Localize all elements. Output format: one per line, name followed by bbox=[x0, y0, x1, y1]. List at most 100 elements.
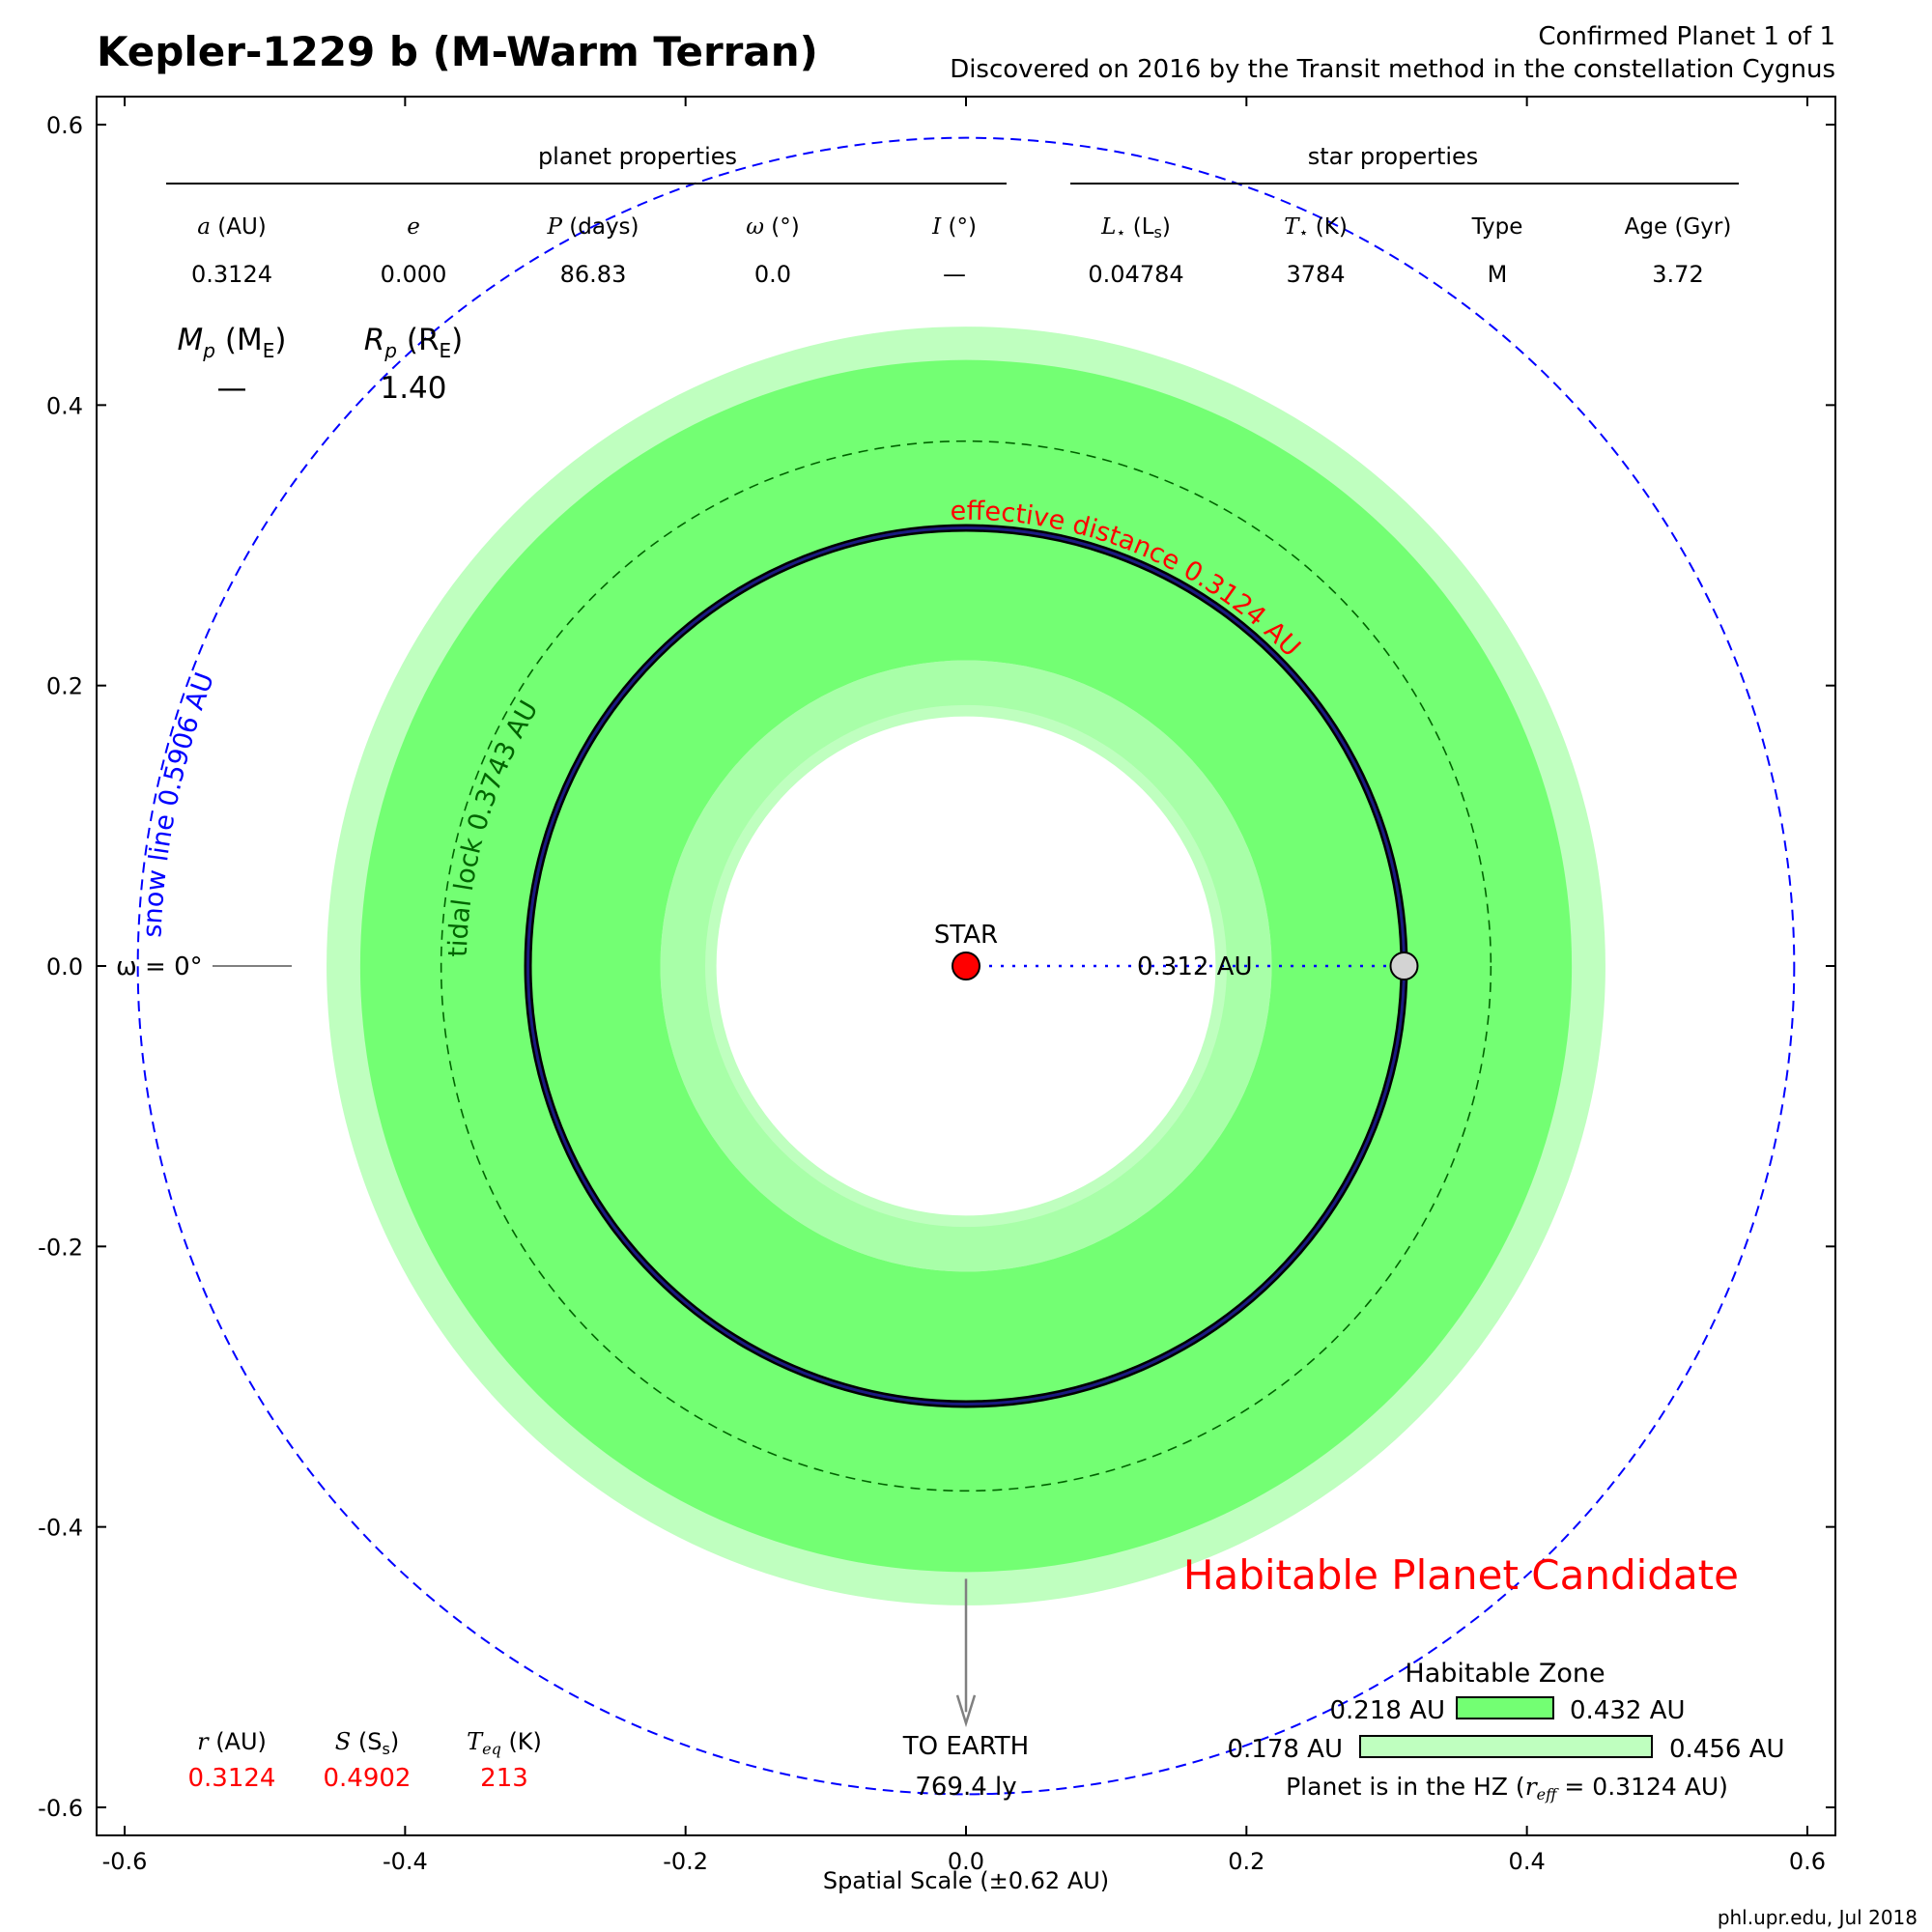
star-col-value: 3.72 bbox=[1652, 261, 1703, 288]
snow-line-label-path: snow line 0.5906 AU bbox=[137, 668, 220, 938]
star-col-subscript: ⋆ bbox=[1298, 223, 1308, 242]
mass-unit-sub: E bbox=[263, 339, 275, 362]
stat-symbol: T bbox=[467, 1728, 484, 1755]
star-col-subscript: ⋆ bbox=[1116, 223, 1125, 242]
hz-optimistic-bar bbox=[1359, 1735, 1653, 1758]
earth-arrow-head bbox=[955, 1694, 977, 1728]
planet-col-symbol: ω bbox=[746, 214, 764, 240]
radius-unit-end: ) bbox=[451, 323, 463, 357]
star-properties-header: star properties bbox=[1308, 143, 1479, 170]
hz-optimistic-inner-label: 0.178 AU bbox=[1227, 1735, 1343, 1764]
distance-label: 0.312 AU bbox=[1137, 952, 1253, 981]
planet-col-value: 0.3124 bbox=[191, 261, 272, 288]
radius-subscript: p bbox=[384, 339, 397, 362]
axis-ticks: -0.6 -0.4 -0.2 0.0 0.2 0.4 0.6 0.6 0.4 0.2 0.0 -0.2… bbox=[38, 97, 1835, 1875]
x-tick-label: -0.6 bbox=[102, 1848, 148, 1875]
hz-conservative-inner-label: 0.218 AU bbox=[1329, 1696, 1445, 1725]
radius-unit-sub: E bbox=[440, 339, 452, 362]
stat-value: 0.3124 bbox=[188, 1764, 276, 1793]
radius-header: Rp (RE) bbox=[364, 323, 464, 362]
planet-col-value: 86.83 bbox=[560, 261, 627, 288]
hz-legend-title: Habitable Zone bbox=[1405, 1659, 1605, 1689]
planet-properties-header: planet properties bbox=[538, 143, 737, 170]
stat-symbol: S bbox=[335, 1728, 351, 1755]
planet-col-unit: (days) bbox=[562, 214, 639, 240]
star-col-unit-end: ) bbox=[1162, 214, 1171, 240]
y-tick-label: 0.2 bbox=[46, 673, 83, 700]
y-tick-label: -0.2 bbox=[38, 1234, 83, 1261]
hz-optimistic-outer-label: 0.456 AU bbox=[1669, 1735, 1785, 1764]
stat-unit-sub: s bbox=[382, 1740, 389, 1758]
planet-col-unit: (°) bbox=[941, 214, 977, 240]
star-col-header: Type bbox=[1471, 214, 1523, 240]
stat-value: 0.4902 bbox=[324, 1764, 412, 1793]
earth-distance-label: 769.4 ly bbox=[915, 1773, 1016, 1802]
star-col-value: M bbox=[1488, 261, 1508, 288]
stat-unit: (S bbox=[351, 1728, 382, 1755]
y-tick-label: 0.6 bbox=[46, 112, 83, 139]
snow-line-circle bbox=[136, 136, 1796, 1796]
y-tick-label: -0.6 bbox=[38, 1795, 83, 1822]
stat-unit: (K) bbox=[501, 1728, 542, 1755]
star-col-symbol: T bbox=[1284, 214, 1300, 240]
to-earth-label: TO EARTH bbox=[902, 1732, 1029, 1761]
star-col-symbol: L bbox=[1100, 214, 1116, 240]
planet-col-unit: (°) bbox=[764, 214, 800, 240]
x-tick-label: 0.6 bbox=[1789, 1848, 1826, 1875]
x-tick-label: -0.2 bbox=[663, 1848, 708, 1875]
planet-col-header: e bbox=[407, 214, 420, 240]
planet-col-header: a (AU) bbox=[197, 214, 267, 240]
hz-status-end: = 0.3124 AU) bbox=[1556, 1773, 1727, 1801]
x-tick-label: 0.2 bbox=[1228, 1848, 1264, 1875]
star-col-unit: Type bbox=[1471, 214, 1523, 240]
mass-unit: (M bbox=[215, 323, 263, 357]
star-col-value: 0.04784 bbox=[1088, 261, 1183, 288]
stat-subscript: eq bbox=[482, 1740, 501, 1758]
planet-col-symbol: e bbox=[407, 214, 420, 240]
mass-unit-end: ) bbox=[274, 323, 286, 357]
stat-header: Teq (K) bbox=[467, 1728, 542, 1758]
y-tick-label: -0.4 bbox=[38, 1515, 83, 1542]
star-label: STAR bbox=[934, 921, 998, 950]
y-tick-label: 0.0 bbox=[46, 953, 83, 980]
y-tick-label: 0.4 bbox=[46, 392, 83, 419]
star-col-value: 3784 bbox=[1286, 261, 1345, 288]
planet-col-value: 0.0 bbox=[754, 261, 791, 288]
star-col-header: Age (Gyr) bbox=[1625, 214, 1732, 240]
stat-unit: (AU) bbox=[209, 1728, 267, 1755]
hz-conservative-bar bbox=[1456, 1696, 1554, 1719]
snow-line-label: snow line 0.5906 AU bbox=[137, 668, 220, 938]
x-tick-label: -0.4 bbox=[383, 1848, 428, 1875]
discovered-text: Discovered on 2016 by the Transit method… bbox=[950, 55, 1835, 84]
star-marker bbox=[952, 952, 980, 980]
property-tables: planet properties star properties a (AU)… bbox=[166, 143, 1785, 1804]
hz-status: Planet is in the HZ (reff = 0.3124 AU) bbox=[1286, 1773, 1728, 1804]
habitable-candidate-label: Habitable Planet Candidate bbox=[1183, 1551, 1739, 1599]
hz-conservative-outer-label: 0.432 AU bbox=[1570, 1696, 1686, 1725]
planet-col-value: 0.000 bbox=[381, 261, 447, 288]
star-col-unit-sub: s bbox=[1154, 223, 1162, 242]
planet-col-header: I (°) bbox=[931, 214, 977, 240]
omega-label: ω = 0° bbox=[116, 952, 203, 981]
mass-value: — bbox=[217, 371, 247, 406]
x-axis-label: Spatial Scale (±0.62 AU) bbox=[823, 1867, 1109, 1894]
star-col-header: T⋆ (K) bbox=[1284, 214, 1348, 242]
planet-col-header: P (days) bbox=[546, 214, 639, 240]
stat-header: r (AU) bbox=[197, 1728, 267, 1755]
star-col-header: L⋆ (Ls) bbox=[1100, 214, 1171, 242]
mass-symbol: M bbox=[178, 323, 204, 357]
star-col-unit: (K) bbox=[1309, 214, 1348, 240]
tidal-lock-circle bbox=[440, 440, 1492, 1492]
radius-symbol: R bbox=[364, 323, 385, 357]
planet-col-value: — bbox=[943, 261, 966, 288]
planet-col-symbol: I bbox=[931, 214, 942, 240]
hz-status-subscript: eff bbox=[1537, 1785, 1559, 1804]
footer-credit: phl.upr.edu, Jul 2018 bbox=[1718, 1906, 1918, 1929]
planet-col-header: ω (°) bbox=[746, 214, 800, 240]
planet-col-symbol: a bbox=[197, 214, 211, 240]
radius-unit: (R bbox=[397, 323, 440, 357]
star-col-unit: Age (Gyr) bbox=[1625, 214, 1732, 240]
planet-marker bbox=[1389, 952, 1419, 980]
